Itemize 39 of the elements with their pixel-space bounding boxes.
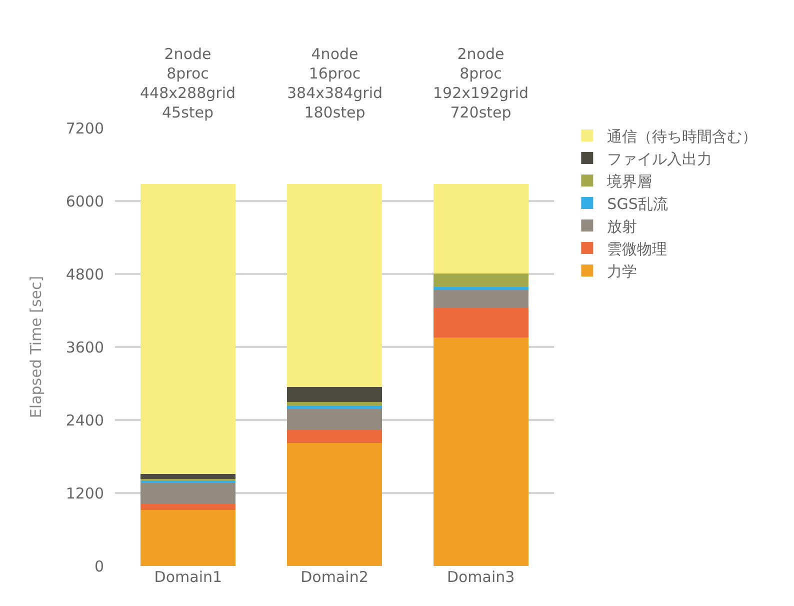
bar bbox=[433, 290, 528, 308]
x-tick-label: Domain3 bbox=[446, 568, 515, 586]
legend-label: 放射 bbox=[607, 217, 638, 236]
legend-label: 境界層 bbox=[606, 172, 652, 190]
y-tick-label: 6000 bbox=[66, 192, 104, 210]
bar bbox=[433, 273, 528, 287]
bar bbox=[433, 286, 528, 290]
x-tick-label: Domain2 bbox=[300, 568, 368, 586]
y-tick-label: 7200 bbox=[66, 119, 104, 138]
bar bbox=[140, 474, 236, 480]
bar bbox=[433, 337, 528, 566]
bar bbox=[286, 443, 382, 566]
y-tick-label: 3600 bbox=[66, 338, 104, 356]
x-tick-label: Domain1 bbox=[154, 568, 222, 586]
legend-label: 通信（待ち時間含む） bbox=[607, 127, 758, 146]
text: 2node 8proc 448x288grid 45step bbox=[140, 45, 236, 122]
bar bbox=[286, 402, 382, 406]
bar bbox=[140, 510, 236, 566]
bar bbox=[286, 406, 382, 410]
text: 4node 16proc 384x384grid 180step bbox=[287, 45, 383, 122]
legend-label: SGS乱流 bbox=[607, 194, 668, 213]
text: 2node 8proc 192x192grid 720step bbox=[433, 45, 529, 122]
y-axis-title: Elapsed Time [sec] bbox=[27, 276, 46, 418]
legend-label: ファイル入出力 bbox=[607, 150, 712, 168]
legend-label: 力学 bbox=[607, 262, 638, 280]
y-tick-label: 0 bbox=[94, 557, 104, 576]
bar bbox=[140, 184, 236, 474]
y-tick-label: 2400 bbox=[66, 411, 104, 430]
bar bbox=[286, 387, 382, 402]
bar bbox=[140, 504, 236, 510]
bar bbox=[140, 482, 236, 504]
bar bbox=[433, 308, 528, 338]
bar bbox=[433, 184, 528, 274]
legend-label: 雲微物理 bbox=[607, 240, 668, 258]
y-tick-label: 4800 bbox=[66, 265, 104, 284]
bar bbox=[286, 430, 382, 444]
bar bbox=[286, 184, 382, 388]
y-tick-label: 1200 bbox=[66, 484, 104, 502]
bar bbox=[286, 409, 382, 430]
